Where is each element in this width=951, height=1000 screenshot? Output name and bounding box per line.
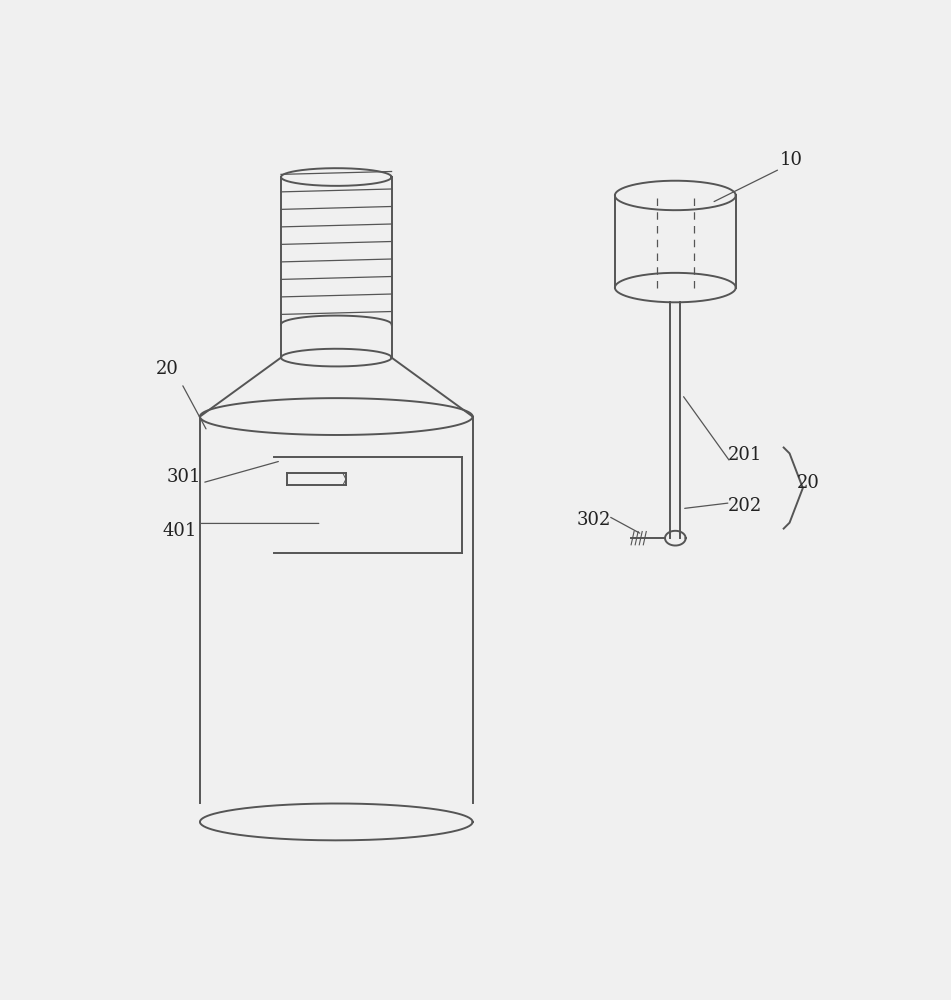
Text: 20: 20 — [797, 474, 820, 492]
Text: 302: 302 — [576, 511, 611, 529]
Text: 301: 301 — [166, 468, 201, 486]
Text: 202: 202 — [728, 497, 763, 515]
Text: 401: 401 — [163, 522, 197, 540]
Text: 201: 201 — [728, 446, 763, 464]
Text: 10: 10 — [780, 151, 803, 169]
Text: 20: 20 — [155, 360, 178, 378]
